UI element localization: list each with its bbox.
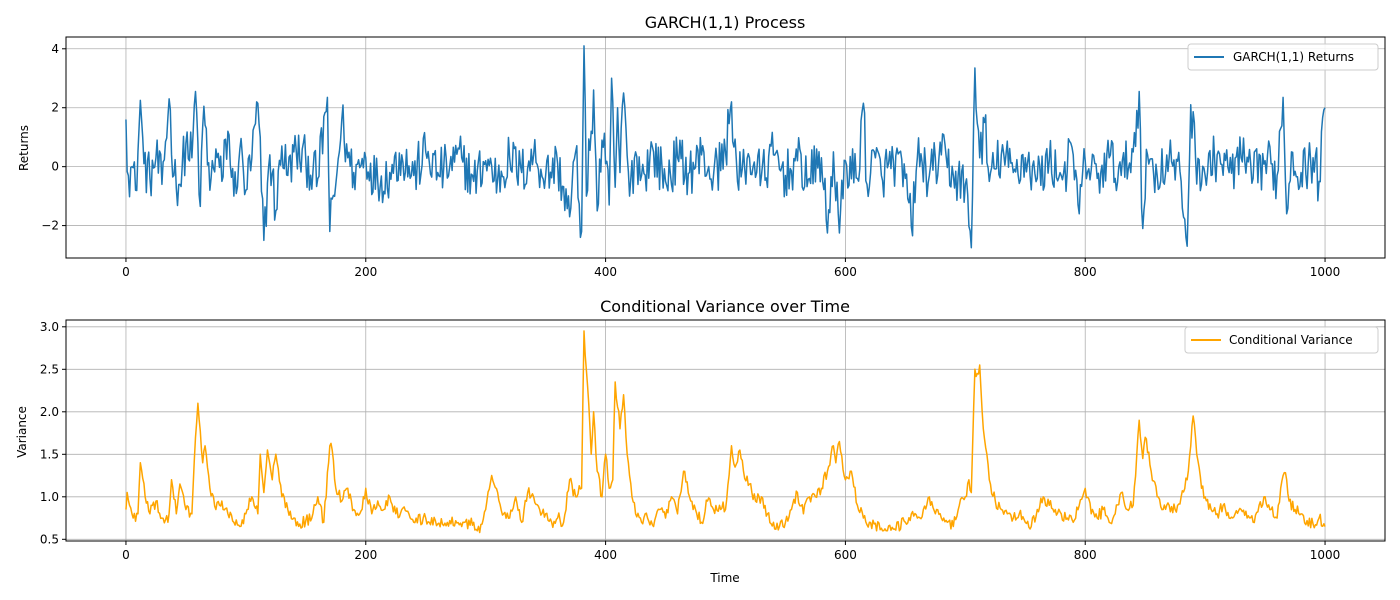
y-tick-label: 3.0: [40, 320, 59, 334]
returns-chart-title: GARCH(1,1) Process: [645, 13, 806, 32]
x-tick-label: 200: [354, 265, 377, 279]
x-tick-label: 200: [354, 548, 377, 562]
returns-y-axis-label: Returns: [17, 125, 31, 171]
series-line: [125, 330, 1326, 534]
x-tick-label: 800: [1074, 265, 1097, 279]
variance-plot-frame: [65, 319, 1386, 542]
x-tick-label: 400: [594, 548, 617, 562]
y-tick-label: −2: [41, 219, 59, 233]
returns-panel: GARCH(1,1) Process 0 200 400 600 800 1000 −2 0…: [17, 13, 1386, 279]
variance-legend-label: Conditional Variance: [1229, 333, 1353, 347]
x-tick-label: 0: [122, 548, 130, 562]
variance-series: [125, 330, 1326, 534]
returns-series: [125, 45, 1326, 249]
variance-chart-title: Conditional Variance over Time: [600, 297, 850, 316]
returns-y-axis-ticks: −2 0 2 4: [41, 42, 66, 233]
x-tick-label: 600: [834, 265, 857, 279]
y-tick-label: 2.0: [40, 405, 59, 419]
y-tick-label: 1.0: [40, 490, 59, 504]
x-tick-label: 600: [834, 548, 857, 562]
returns-plot-frame: [65, 36, 1386, 259]
x-tick-label: 800: [1074, 548, 1097, 562]
variance-y-axis-label: Variance: [15, 406, 29, 458]
x-tick-label: 1000: [1310, 548, 1341, 562]
y-tick-label: 0.5: [40, 532, 59, 546]
variance-grid: [66, 320, 1385, 541]
y-tick-label: 4: [51, 42, 59, 56]
y-tick-label: 0: [51, 160, 59, 174]
x-tick-label: 400: [594, 265, 617, 279]
y-tick-label: 2: [51, 101, 59, 115]
y-tick-label: 1.5: [40, 447, 59, 461]
variance-legend: Conditional Variance: [1184, 326, 1379, 354]
x-tick-label: 0: [122, 265, 130, 279]
variance-x-axis-label: Time: [709, 571, 739, 585]
series-line: [125, 45, 1326, 249]
variance-legend-box: [1184, 326, 1379, 354]
variance-panel: Conditional Variance over Time 0 200 400 60…: [15, 297, 1386, 585]
y-tick-label: 2.5: [40, 362, 59, 376]
x-tick-label: 1000: [1310, 265, 1341, 279]
returns-legend-box: [1187, 43, 1379, 71]
returns-legend: GARCH(1,1) Returns: [1187, 43, 1379, 71]
returns-legend-label: GARCH(1,1) Returns: [1233, 50, 1354, 64]
returns-x-axis-ticks: 0 200 400 600 800 1000: [122, 258, 1340, 279]
variance-y-axis-ticks: 0.5 1.0 1.5 2.0 2.5 3.0: [40, 320, 66, 546]
variance-x-axis-ticks: 0 200 400 600 800 1000: [122, 541, 1340, 562]
